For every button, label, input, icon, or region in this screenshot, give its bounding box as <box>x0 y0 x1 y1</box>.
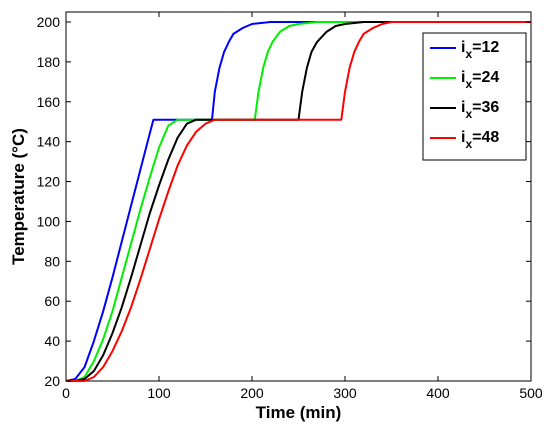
y-tick-label: 140 <box>37 134 61 150</box>
y-tick-label: 80 <box>44 253 60 269</box>
series-layer <box>65 21 531 382</box>
legend-label-1: ix=12 <box>461 39 499 61</box>
legend-value: =48 <box>472 129 499 146</box>
y-tick-label: 20 <box>44 373 60 389</box>
x-tick-label: 500 <box>519 385 543 401</box>
x-axis-label: Time (min) <box>256 403 342 422</box>
y-tick-label: 120 <box>37 174 61 190</box>
y-tick-label: 60 <box>44 293 60 309</box>
y-tick-label: 180 <box>37 54 61 70</box>
x-tick-label: 200 <box>240 385 264 401</box>
plot-area <box>65 11 532 382</box>
legend-value: =12 <box>472 39 499 56</box>
y-tick-label: 200 <box>37 14 61 30</box>
series-line-3 <box>66 21 531 382</box>
x-tick-label: 300 <box>333 385 357 401</box>
series-line-4 <box>66 21 531 382</box>
legend-subscript: x <box>465 77 472 91</box>
legend-value: =24 <box>472 69 499 86</box>
y-tick-label: 160 <box>37 94 61 110</box>
y-axis-ticks: 20 40 60 80 100 120 140 160 180 200 <box>37 14 531 389</box>
legend-name: i <box>461 69 465 86</box>
x-tick-label: 400 <box>426 385 450 401</box>
legend-label-4: ix=48 <box>461 129 499 151</box>
axes-box <box>65 11 532 382</box>
legend-label-3: ix=36 <box>461 99 499 121</box>
legend-subscript: x <box>465 107 472 121</box>
y-tick-label: 40 <box>44 333 60 349</box>
x-tick-label: 100 <box>147 385 171 401</box>
legend-label-2: ix=24 <box>461 69 499 91</box>
legend-name: i <box>461 129 465 146</box>
legend-subscript: x <box>465 137 472 151</box>
x-tick-label: 0 <box>62 385 70 401</box>
legend-subscript: x <box>465 47 472 61</box>
legend-name: i <box>461 39 465 56</box>
legend-value: =36 <box>472 99 499 116</box>
y-tick-label: 100 <box>37 213 61 229</box>
y-axis-label: Temperature (°C) <box>9 128 28 265</box>
legend-name: i <box>461 99 465 116</box>
x-axis-ticks: 0 100 200 300 400 500 <box>62 12 543 401</box>
